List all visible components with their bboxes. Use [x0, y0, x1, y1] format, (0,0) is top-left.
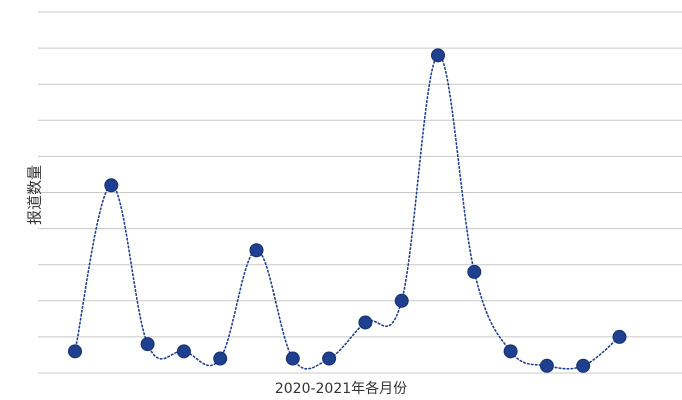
x-axis-label: 2020-2021年各月份 [274, 381, 408, 397]
data-point [467, 264, 482, 279]
data-point [539, 358, 554, 373]
y-axis-label: 报道数量 [25, 164, 44, 226]
data-point [394, 293, 409, 308]
data-point [140, 337, 155, 352]
gridlines [38, 11, 682, 374]
data-point [249, 243, 264, 258]
data-point [576, 358, 591, 373]
data-point [213, 351, 228, 366]
series-line [74, 54, 621, 370]
data-point [431, 48, 445, 63]
data-point [104, 178, 119, 193]
data-point [322, 351, 337, 366]
data-point [612, 329, 627, 344]
data-point [285, 351, 300, 366]
data-point [503, 344, 518, 359]
data-points [68, 48, 627, 373]
data-point [358, 315, 373, 330]
data-point [68, 344, 82, 359]
data-point [176, 344, 191, 359]
